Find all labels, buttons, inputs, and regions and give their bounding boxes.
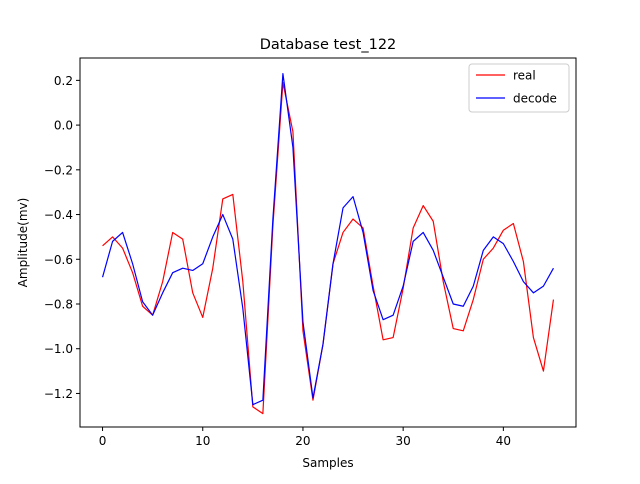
x-tick-label: 10 — [195, 434, 210, 448]
x-tick-label: 20 — [295, 434, 310, 448]
legend: real decode — [468, 63, 570, 113]
plot-frame — [79, 57, 577, 428]
y-tick-label: −0.8 — [44, 298, 73, 312]
y-tick-label: −0.6 — [44, 253, 73, 267]
x-tick-label: 40 — [496, 434, 511, 448]
y-tick-label: 0.0 — [54, 119, 73, 133]
x-axis-label: Samples — [302, 456, 353, 470]
plot-area — [79, 57, 577, 428]
legend-label-decode: decode — [513, 92, 557, 106]
x-tick-label: 0 — [99, 434, 107, 448]
y-tick-label: −0.4 — [44, 208, 73, 222]
series-line-decode — [101, 73, 554, 406]
chart-title: Database test_122 — [260, 37, 397, 53]
x-axis: 0 10 20 30 40 — [99, 427, 511, 448]
legend-box — [468, 63, 570, 113]
y-tick-label: −0.2 — [44, 163, 73, 177]
y-tick-label: −1.0 — [44, 342, 73, 356]
y-axis-label: Amplitude(mv) — [16, 198, 30, 288]
y-axis: −1.2 −1.0 −0.8 −0.6 −0.4 −0.2 0.0 0.2 — [44, 74, 80, 401]
y-tick-label: −1.2 — [44, 387, 73, 401]
legend-label-real: real — [513, 69, 536, 83]
y-tick-label: 0.2 — [54, 74, 73, 88]
x-tick-label: 30 — [396, 434, 411, 448]
series-lines — [101, 73, 555, 415]
